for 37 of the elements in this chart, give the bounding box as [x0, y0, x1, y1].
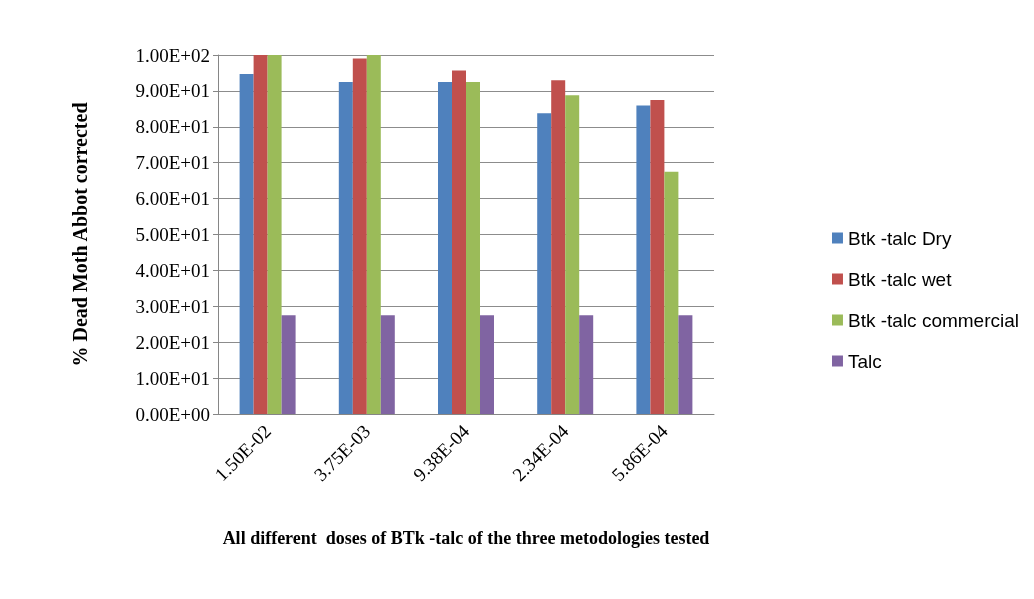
bar: [678, 315, 693, 414]
y-tick-label: 1.00E+01: [135, 367, 210, 389]
bar: [579, 315, 594, 414]
y-tick-label: 5.00E+01: [135, 224, 210, 245]
y-tick-label: 9.00E+01: [135, 80, 210, 102]
legend-label: Btk -talc wet: [847, 268, 953, 290]
legend-label: Btk -talc commercial: [847, 309, 1019, 331]
y-tick-label: 0.00E+00: [135, 403, 210, 425]
bar: [267, 55, 282, 414]
y-tick-label: 7.00E+01: [135, 152, 210, 174]
bar: [438, 81, 452, 414]
bar: [466, 81, 480, 414]
bar: [537, 113, 552, 414]
bar: [281, 315, 296, 414]
bar: [565, 95, 580, 414]
y-tick-label: 8.00E+01: [135, 116, 210, 138]
bar: [239, 74, 254, 414]
bar: [664, 171, 679, 414]
bar: [253, 55, 268, 414]
y-tick-label: 3.00E+01: [135, 295, 210, 317]
bar: [366, 55, 381, 414]
y-tick-label: 6.00E+01: [135, 188, 210, 210]
bar: [650, 99, 665, 414]
y-tick-label: 2.00E+01: [135, 331, 210, 353]
bar: [551, 80, 566, 414]
bar: [380, 315, 395, 414]
bar: [480, 315, 494, 414]
y-tick-label: 4.00E+01: [135, 259, 210, 281]
y-axis-title: % Dead Moth Abbot corrected: [69, 102, 91, 367]
legend-label: Talc: [847, 350, 882, 372]
legend-label: Btk -talc Dry: [847, 227, 952, 249]
x-axis-title: All different doses of BTk -talc of the three metodologies tested: [222, 528, 710, 548]
y-tick-label: 1.00E+02: [135, 44, 210, 66]
bar: [352, 58, 367, 414]
bar: [338, 81, 353, 414]
bar: [636, 105, 651, 414]
bar: [452, 70, 466, 414]
